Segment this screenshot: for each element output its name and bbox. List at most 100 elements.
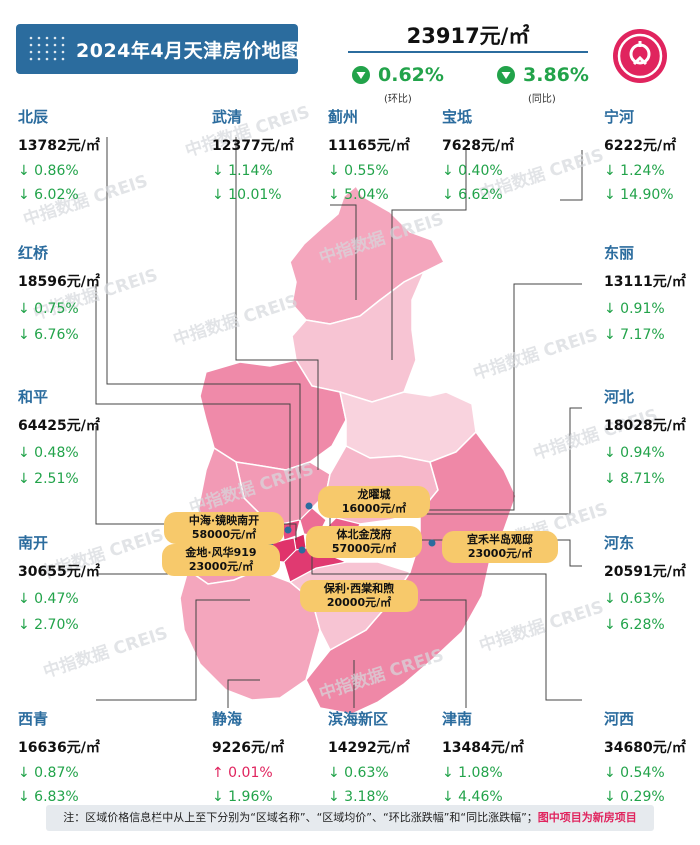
district-mom: ↓ 0.75% [18,301,79,317]
district-mom: ↑ 0.01% [212,765,273,781]
district-mom: ↓ 0.94% [604,445,665,461]
district-name: 西青 [18,710,49,728]
city-average-price: 23917元/㎡ [406,24,530,48]
project-dot [284,526,292,534]
project-name: 宜禾半岛观邸 [467,533,533,546]
district-price: 13782元/㎡ [18,138,100,154]
district-name: 静海 [212,710,243,728]
district-name: 宁河 [604,108,635,126]
divider [348,51,588,53]
district-price: 9226元/㎡ [212,740,285,756]
district-mom: ↓ 1.08% [442,765,503,781]
project-price: 58000元/㎡ [191,528,257,541]
district-yoy: ↓ 1.96% [212,789,273,805]
district-yoy: ↓ 6.62% [442,187,503,203]
district-yoy: ↓ 8.71% [604,471,665,487]
district-yoy: ↓ 6.02% [18,187,79,203]
district-price: 13484元/㎡ [442,740,524,756]
footer-note-text: 注：区域价格信息栏中从上至下分别为“区域名称”、“区域均价”、“环比涨跌幅”和“… [63,811,538,824]
project-name: 保利·西棠和煦 [323,582,395,595]
map-region-jizhou[interactable] [289,184,446,325]
district-mom: ↓ 0.48% [18,445,79,461]
dot-grid-icon [29,36,65,61]
district-price: 14292元/㎡ [328,740,410,756]
district-info-nankai[interactable]: 南开 30655元/㎡ ↓ 0.47% ↓ 2.70% [18,532,100,633]
district-mom: ↓ 1.24% [604,163,665,179]
district-yoy: ↓ 14.90% [604,187,674,203]
project-dot [305,502,313,510]
project-price: 57000元/㎡ [331,542,397,555]
down-arrow-icon [352,66,370,84]
project-label: 宜禾半岛观邸 23000元/㎡ [442,531,558,563]
creis-seal-icon [613,29,667,83]
project-label: 金地·风华919 23000元/㎡ [162,544,280,576]
district-yoy: ↓ 0.29% [604,789,665,805]
district-name: 红桥 [18,244,49,262]
district-price: 18028元/㎡ [604,418,686,434]
district-mom: ↓ 0.47% [18,591,79,607]
district-mom: ↓ 0.55% [328,163,389,179]
district-info-binhai[interactable]: 滨海新区 14292元/㎡ ↓ 0.63% ↓ 3.18% [328,708,410,805]
district-info-heping[interactable]: 和平 64425元/㎡ ↓ 0.48% ↓ 2.51% [18,386,100,487]
district-price: 7628元/㎡ [442,138,515,154]
district-mom: ↓ 0.54% [604,765,665,781]
district-info-ninghe[interactable]: 宁河 6222元/㎡ ↓ 1.24% ↓ 14.90% [604,106,676,203]
district-info-jinnan[interactable]: 津南 13484元/㎡ ↓ 1.08% ↓ 4.46% [442,708,524,805]
district-price: 30655元/㎡ [18,564,100,580]
project-price: 20000元/㎡ [326,596,392,609]
district-price: 34680元/㎡ [604,740,686,756]
district-yoy: ↓ 4.46% [442,789,503,805]
district-name: 滨海新区 [328,710,389,728]
district-mom: ↓ 1.14% [212,163,273,179]
footer-highlight: 图中项目为新房项目 [537,811,637,824]
district-price: 11165元/㎡ [328,138,410,154]
district-info-xiqing[interactable]: 西青 16636元/㎡ ↓ 0.87% ↓ 6.83% [18,708,100,805]
district-info-beichen[interactable]: 北辰 13782元/㎡ ↓ 0.86% ↓ 6.02% [18,106,100,203]
city-yoy-label: (同比) [528,94,556,105]
district-info-hongqiao[interactable]: 红桥 18596元/㎡ ↓ 0.75% ↓ 6.76% [18,242,100,343]
district-yoy: ↓ 2.70% [18,617,79,633]
project-label: 体北金茂府 57000元/㎡ [306,526,422,558]
district-info-hebei[interactable]: 河北 18028元/㎡ ↓ 0.94% ↓ 8.71% [604,386,686,487]
district-info-wuqing[interactable]: 武清 12377元/㎡ ↓ 1.14% ↓ 10.01% [212,106,294,203]
district-price: 6222元/㎡ [604,138,677,154]
district-yoy: ↓ 10.01% [212,187,282,203]
district-mom: ↓ 0.63% [328,765,389,781]
district-mom: ↓ 0.86% [18,163,79,179]
map-region-binhai[interactable] [305,430,517,715]
district-info-hexi[interactable]: 河西 34680元/㎡ ↓ 0.54% ↓ 0.29% [604,708,686,805]
project-name: 中海·镜映南开 [188,514,260,527]
project-price: 23000元/㎡ [188,560,254,573]
district-name: 南开 [18,534,49,552]
district-info-hedong[interactable]: 河东 20591元/㎡ ↓ 0.63% ↓ 6.28% [604,532,686,633]
district-yoy: ↓ 7.17% [604,327,665,343]
project-label: 龙曜城 16000元/㎡ [318,486,430,518]
district-info-jinghai[interactable]: 静海 9226元/㎡ ↑ 0.01% ↓ 1.96% [212,708,284,805]
down-arrow-icon [497,66,515,84]
district-name: 宝坻 [442,108,473,126]
district-yoy: ↓ 5.04% [328,187,389,203]
district-yoy: ↓ 6.76% [18,327,79,343]
district-name: 北辰 [18,108,49,126]
district-mom: ↓ 0.87% [18,765,79,781]
district-price: 12377元/㎡ [212,138,294,154]
district-mom: ↓ 0.63% [604,591,665,607]
project-dot [298,546,306,554]
map-region-jinghai[interactable] [179,568,321,701]
district-price: 13111元/㎡ [604,274,686,290]
district-info-baodi[interactable]: 宝坻 7628元/㎡ ↓ 0.40% ↓ 6.62% [442,106,514,203]
project-label: 中海·镜映南开 58000元/㎡ [164,512,284,544]
project-price: 23000元/㎡ [467,547,533,560]
district-price: 16636元/㎡ [18,740,100,756]
map-region-wuqing[interactable] [199,359,347,471]
project-label: 保利·西棠和煦 20000元/㎡ [300,580,418,612]
city-mom-change: 0.62% [378,64,444,86]
district-name: 和平 [18,388,49,406]
district-price: 18596元/㎡ [18,274,100,290]
project-name: 金地·风华919 [185,546,257,559]
district-yoy: ↓ 3.18% [328,789,389,805]
title-banner [16,24,298,74]
district-info-jizhou[interactable]: 蓟州 11165元/㎡ ↓ 0.55% ↓ 5.04% [328,106,410,203]
district-info-dongli[interactable]: 东丽 13111元/㎡ ↓ 0.91% ↓ 7.17% [604,242,686,343]
